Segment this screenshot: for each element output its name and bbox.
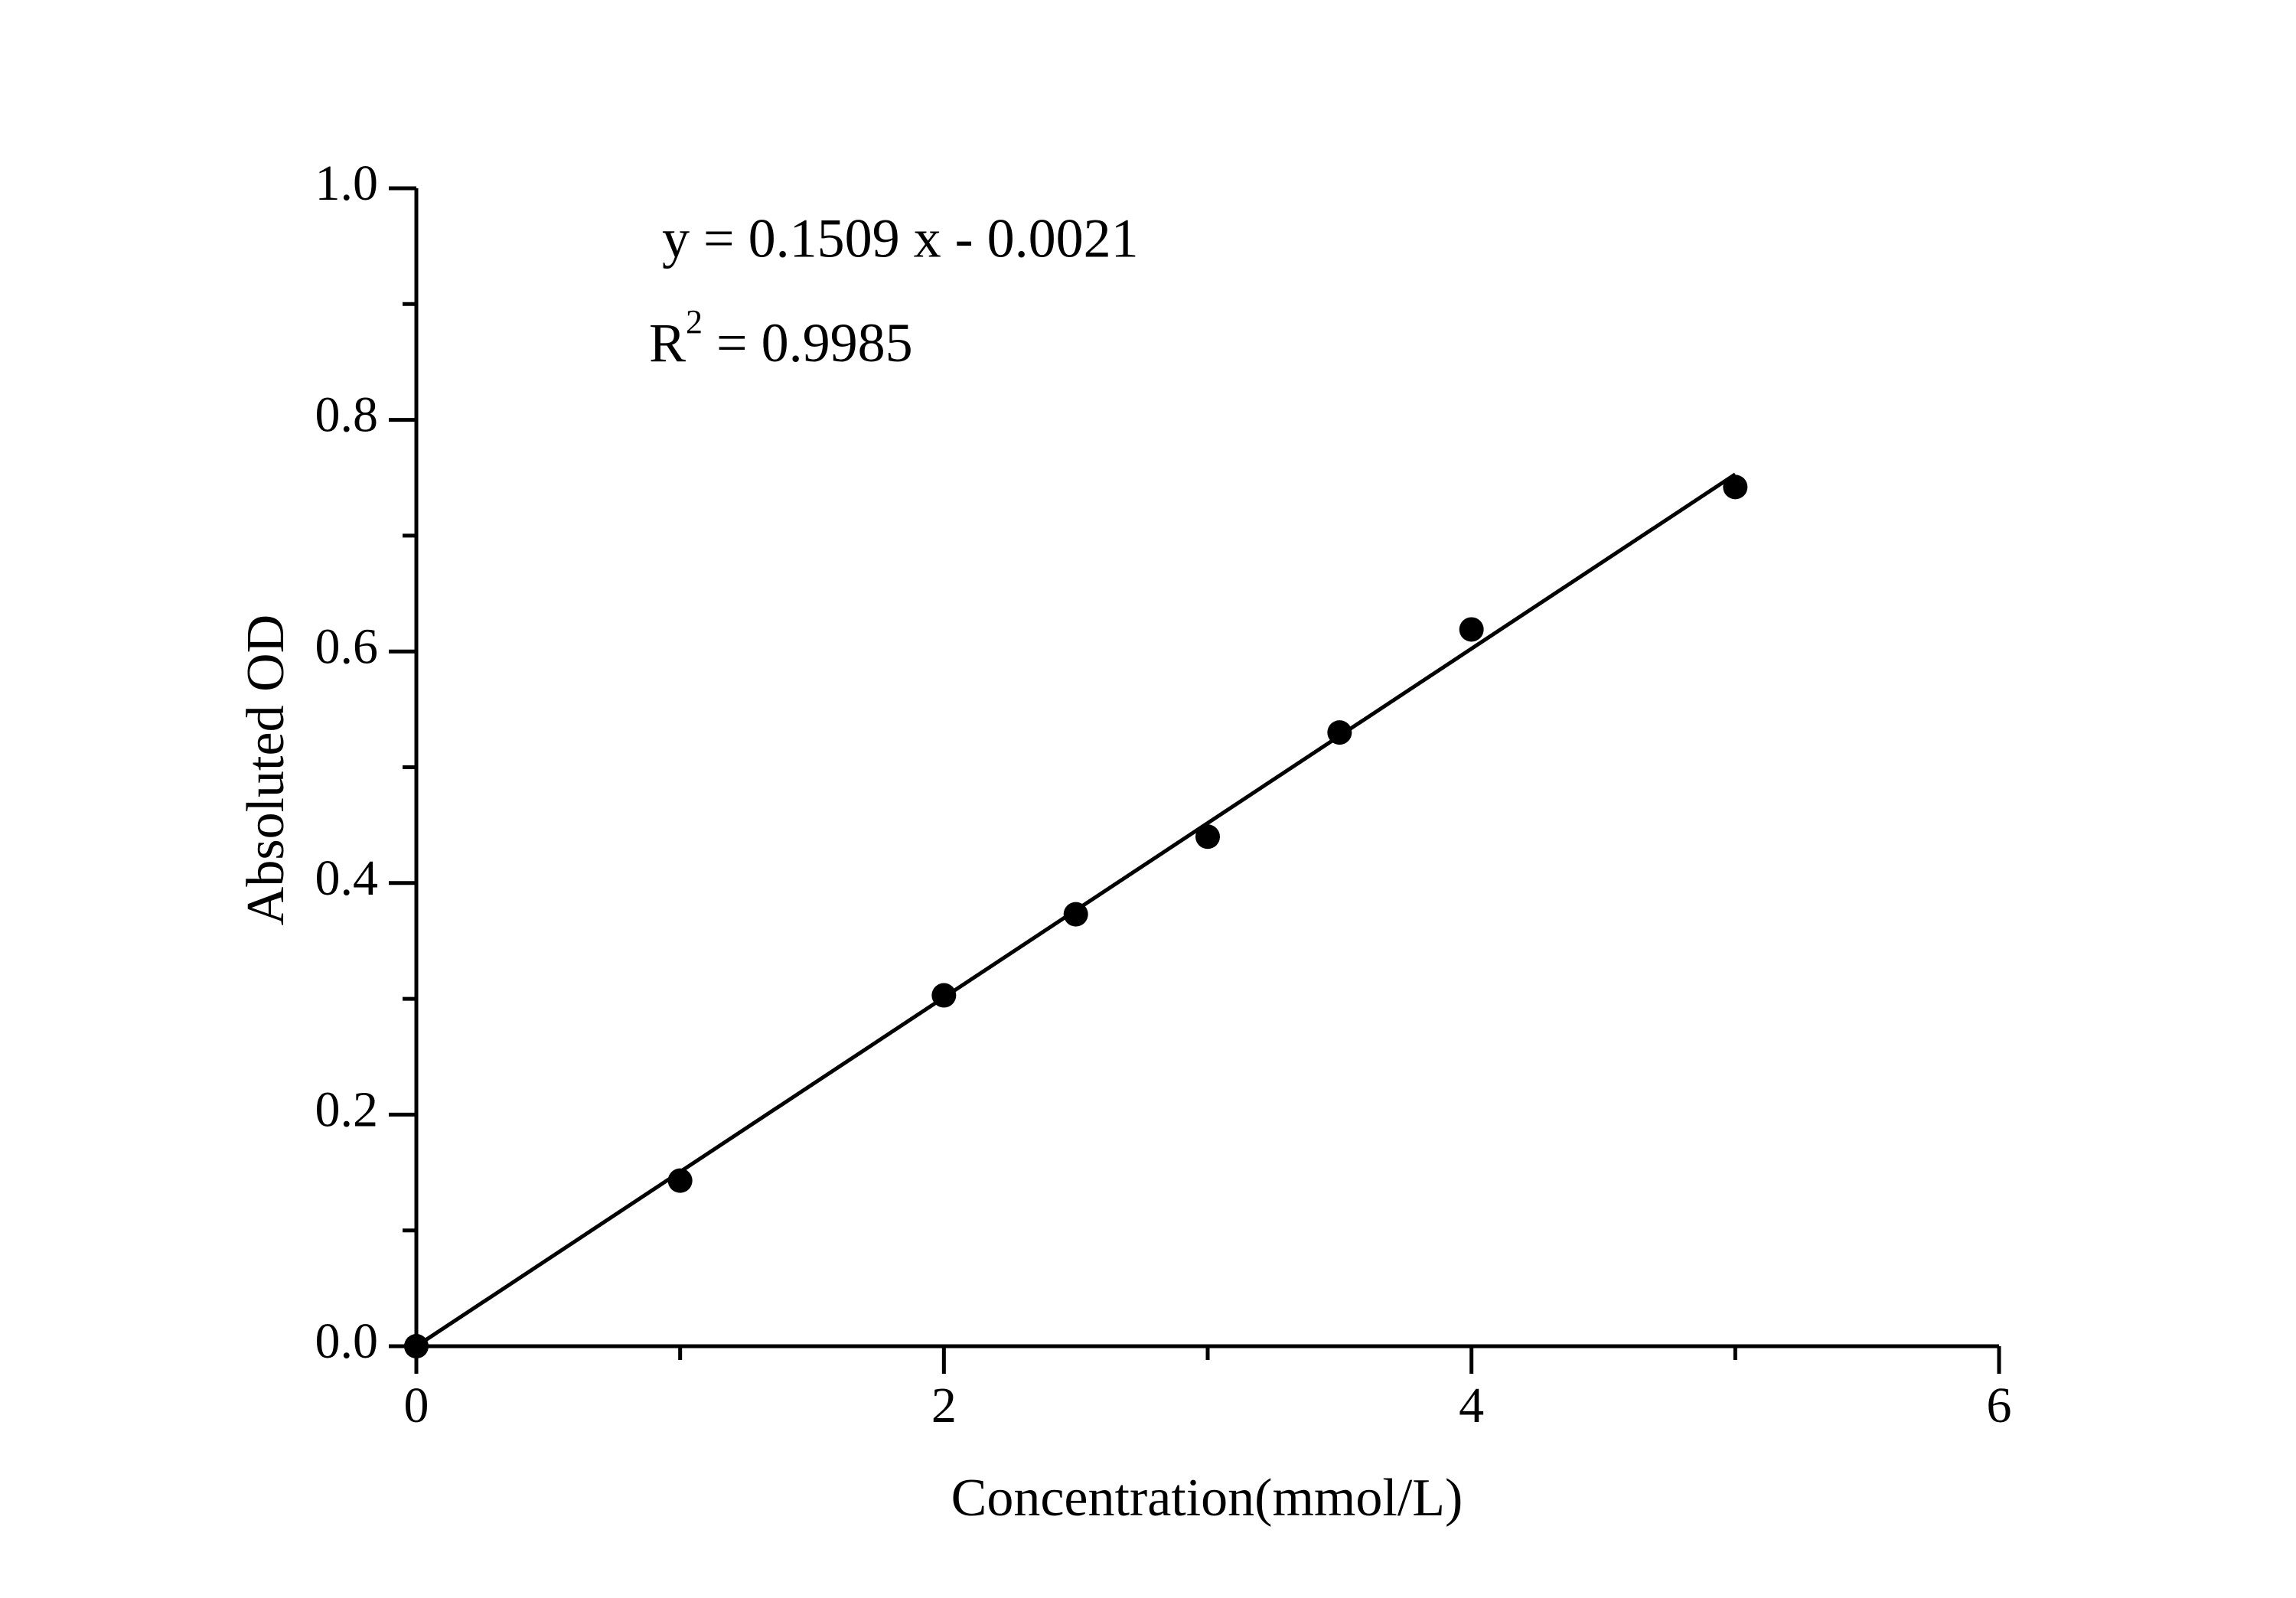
r-value: = 0.9985 — [703, 312, 913, 373]
data-point — [404, 1334, 429, 1358]
y-tick-label: 0.6 — [315, 618, 379, 674]
data-point — [931, 983, 957, 1008]
y-tick-label: 1.0 — [315, 155, 379, 211]
y-axis-title: Absoluted OD — [236, 615, 295, 925]
data-point — [1327, 720, 1352, 745]
x-tick-label: 6 — [1987, 1378, 2012, 1433]
r-text: R — [649, 312, 686, 373]
x-tick-label: 4 — [1459, 1378, 1484, 1433]
data-point — [1195, 824, 1220, 850]
y-tick-label: 0.8 — [315, 387, 379, 443]
data-point — [1723, 475, 1748, 500]
equation: y = 0.1509 x - 0.0021 — [662, 208, 1139, 269]
y-tick-label: 0.2 — [315, 1082, 379, 1138]
data-point — [667, 1168, 693, 1193]
r-squared: R2 = 0.9985 — [649, 303, 913, 373]
x-tick-label: 0 — [404, 1378, 429, 1433]
y-tick-label: 0.0 — [315, 1313, 379, 1369]
x-axis-title: Concentration(mmol/L) — [951, 1469, 1463, 1528]
x-tick-label: 2 — [931, 1378, 957, 1433]
data-point — [1459, 617, 1484, 642]
y-tick-label: 0.4 — [315, 850, 379, 906]
data-point — [1063, 902, 1088, 927]
r-superscript: 2 — [686, 303, 703, 341]
